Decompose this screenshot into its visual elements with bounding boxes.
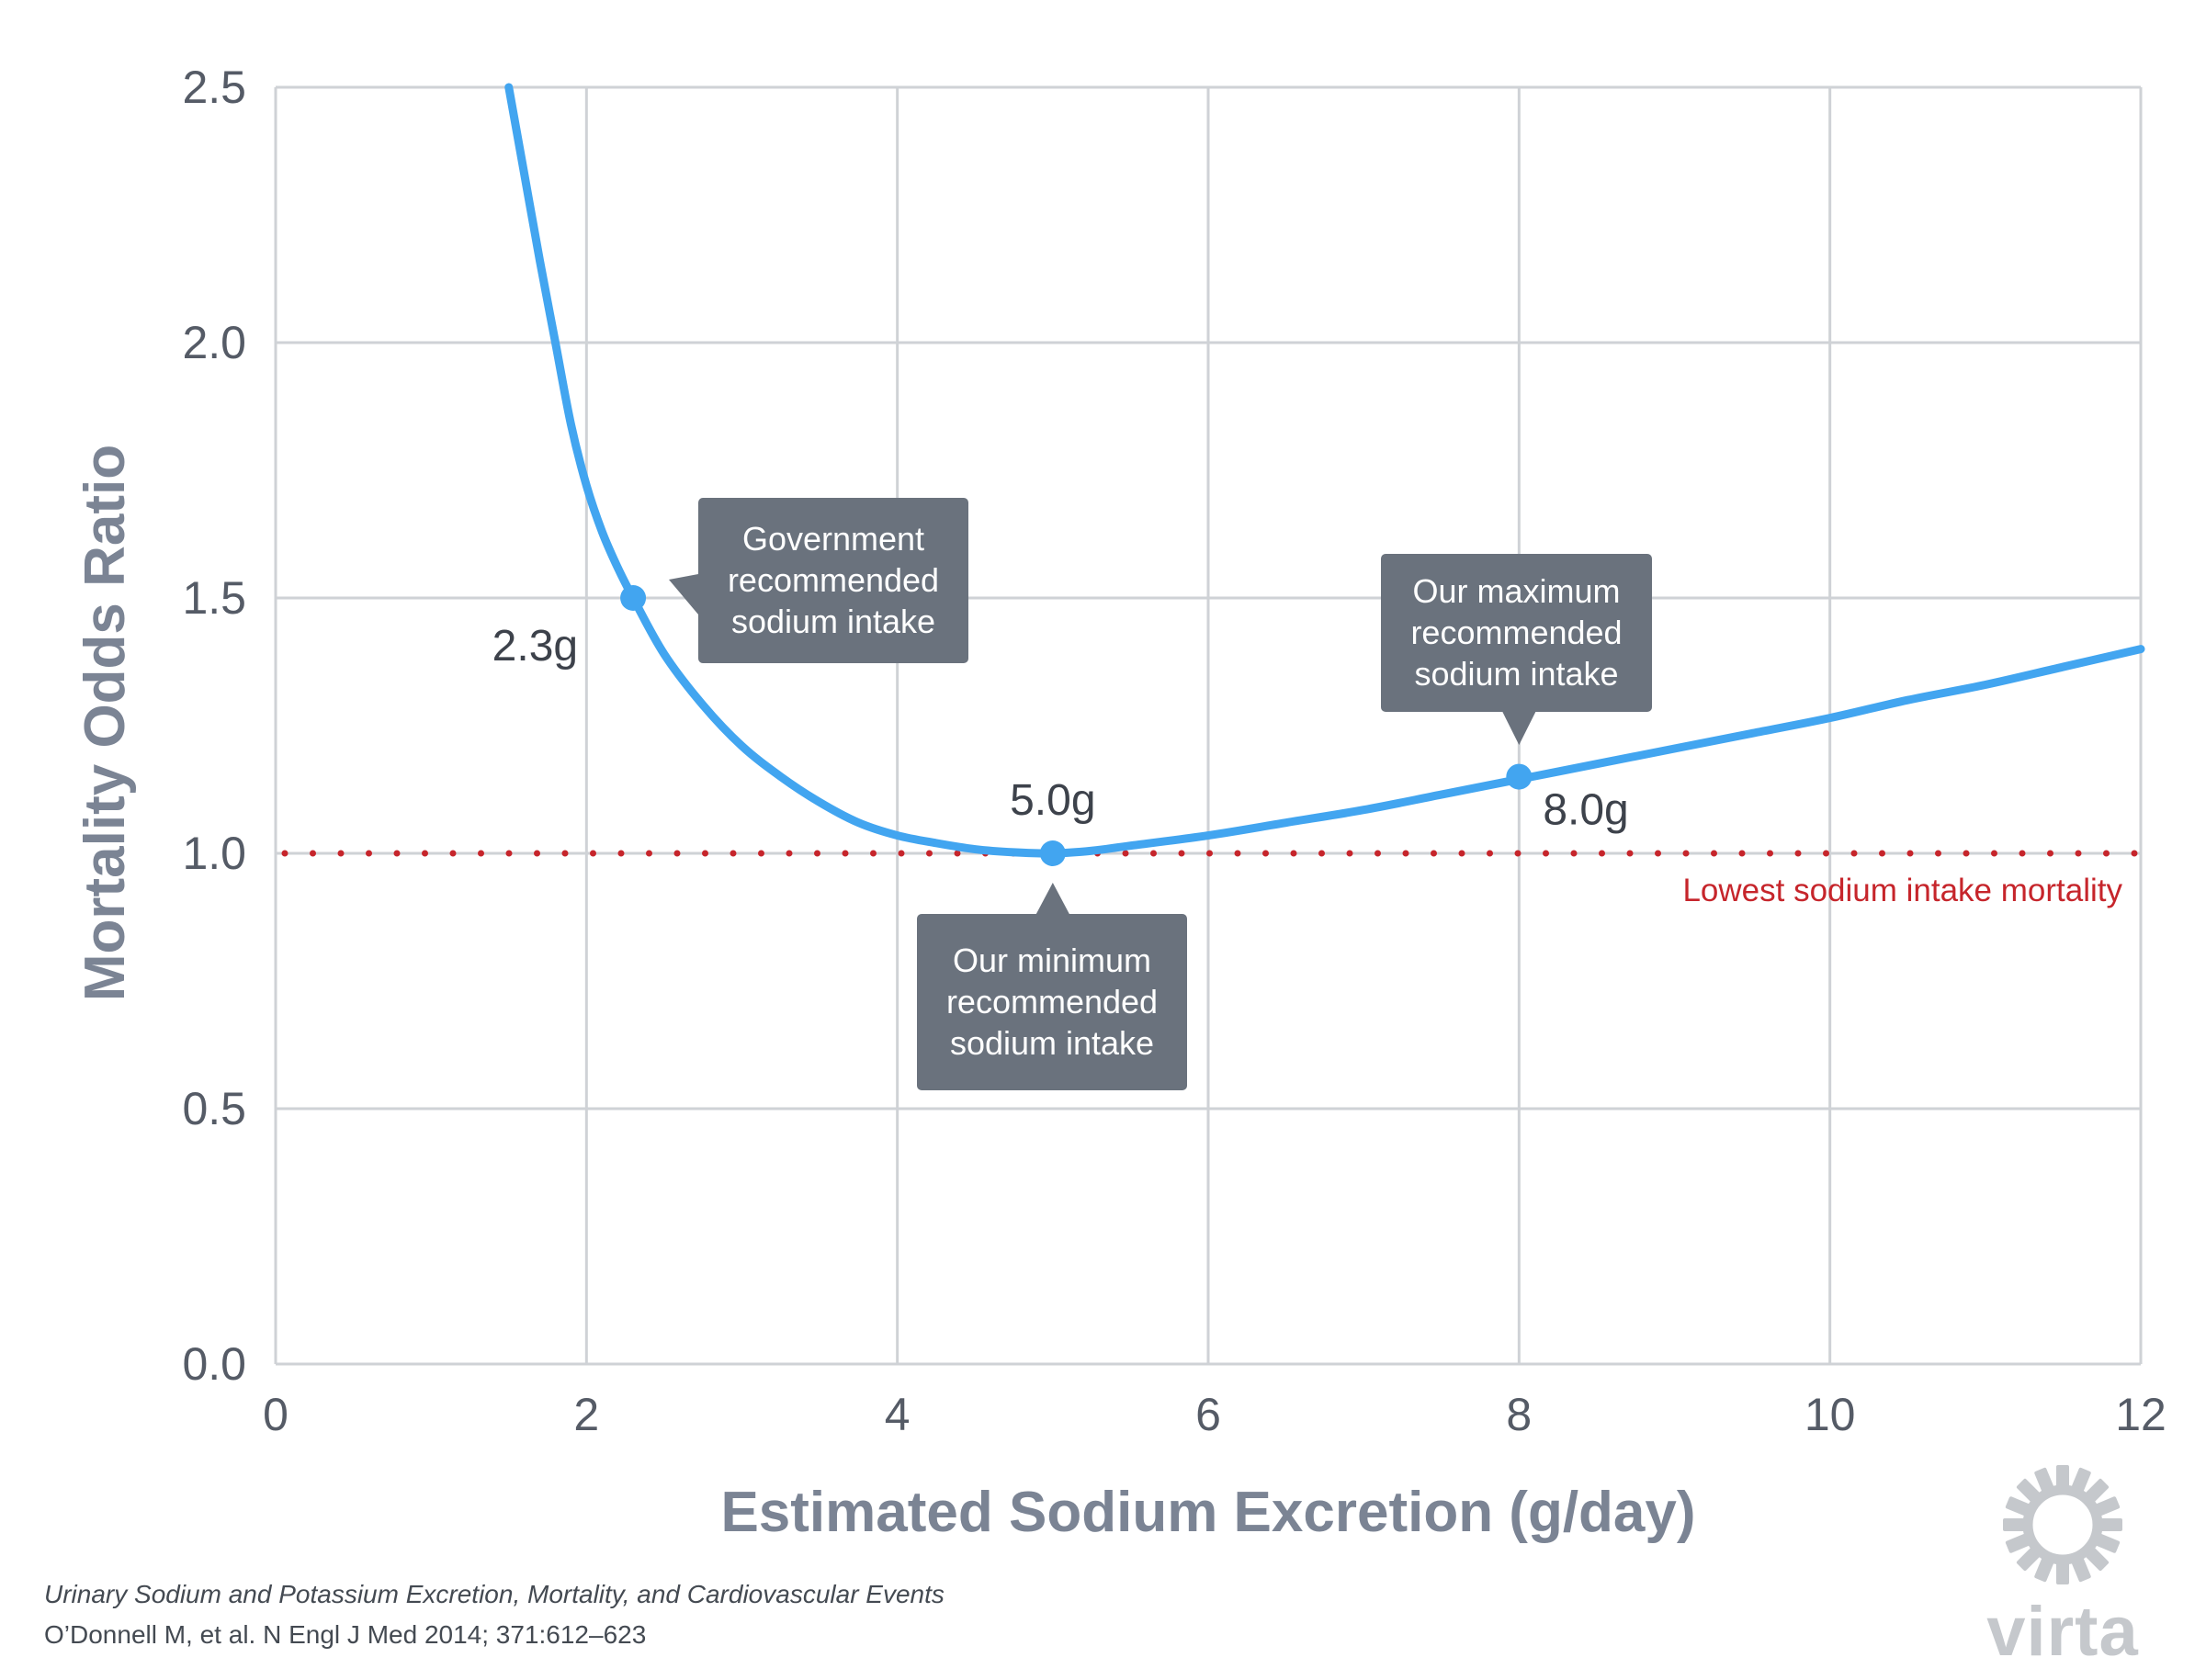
series-group [504, 83, 2145, 858]
highlight-label: 8.0g [1543, 786, 1628, 835]
callout-text-line: recommended [946, 983, 1158, 1020]
callout-box [917, 914, 1187, 1090]
sun-ray [2056, 1562, 2069, 1584]
brand-name: virta [1986, 1593, 2139, 1671]
highlight-point [1506, 763, 1533, 790]
y-axis-ticks: 0.0 0.5 1.0 1.5 2.0 2.5 [182, 62, 246, 1390]
citation-reference: O’Donnell M, et al. N Engl J Med 2014; 3… [44, 1620, 647, 1649]
grid [274, 85, 2143, 1366]
x-axis-title: Estimated Sodium Excretion (g/day) [720, 1481, 1695, 1544]
x-tick-label: 10 [1804, 1389, 1856, 1440]
callout: Our minimum recommended sodium intake [917, 883, 1187, 1090]
sun-ray [2085, 1547, 2110, 1572]
highlight-label: 2.3g [492, 622, 578, 671]
sun-ray [2034, 1467, 2054, 1493]
y-tick-label: 0.5 [182, 1083, 246, 1134]
sun-ray [2016, 1547, 2041, 1572]
x-tick-label: 8 [1506, 1389, 1532, 1440]
callout-text-line: Our maximum [1412, 572, 1620, 610]
y-tick-label: 1.0 [182, 828, 246, 879]
callout-text-line: sodium intake [731, 603, 935, 640]
x-tick-label: 4 [885, 1389, 911, 1440]
callout-text-line: recommended [728, 561, 939, 599]
brand-logo: virta [1957, 1456, 2168, 1676]
y-tick-label: 2.0 [182, 317, 246, 368]
callout-text-line: sodium intake [1414, 655, 1618, 693]
reference-line-group: Lowest sodium intake mortality [281, 850, 2144, 908]
callout-text-line: recommended [1410, 614, 1622, 651]
callout-tail [1035, 883, 1069, 914]
callout-tail [1502, 712, 1536, 745]
sun-ray [2095, 1496, 2121, 1517]
x-tick-label: 2 [573, 1389, 599, 1440]
sun-ray [2071, 1557, 2091, 1583]
sun-ray [2016, 1478, 2041, 1503]
sun-ray [2100, 1518, 2122, 1531]
sun-ray [2071, 1467, 2091, 1493]
sun-ray [2005, 1496, 2031, 1517]
callout-box [1381, 554, 1652, 712]
sun-ray [2095, 1533, 2121, 1553]
sun-ray [2005, 1533, 2031, 1553]
y-tick-label: 1.5 [182, 572, 246, 624]
sun-ray [2056, 1465, 2069, 1487]
callout-tail [669, 574, 698, 614]
sun-ray [2003, 1518, 2025, 1531]
series-line [504, 83, 2145, 858]
y-axis-title: Mortality Odds Ratio [74, 445, 137, 1001]
sun-ray [2085, 1478, 2110, 1503]
reference-line-label: Lowest sodium intake mortality [1682, 873, 2122, 908]
highlight-point [1039, 840, 1066, 866]
sun-ray [2034, 1557, 2054, 1583]
callout-text-line: Government [742, 520, 924, 558]
x-tick-label: 12 [2115, 1389, 2166, 1440]
point-labels: 2.3g 5.0g 8.0g [492, 585, 1629, 866]
x-tick-label: 0 [263, 1389, 288, 1440]
sun-icon [2003, 1465, 2122, 1584]
highlight-point [620, 585, 647, 611]
citation-title: Urinary Sodium and Potassium Excretion, … [44, 1580, 945, 1608]
callout-text-line: sodium intake [950, 1024, 1154, 1062]
callout-text-line: Our minimum [953, 941, 1151, 979]
callout-box [698, 498, 968, 663]
x-axis-ticks: 0 2 4 6 8 10 12 [263, 1389, 2166, 1440]
y-tick-label: 2.5 [182, 62, 246, 113]
callout: Our maximum recommended sodium intake [1381, 554, 1652, 745]
y-tick-label: 0.0 [182, 1338, 246, 1390]
x-tick-label: 6 [1195, 1389, 1221, 1440]
highlight-label: 5.0g [1010, 776, 1095, 825]
